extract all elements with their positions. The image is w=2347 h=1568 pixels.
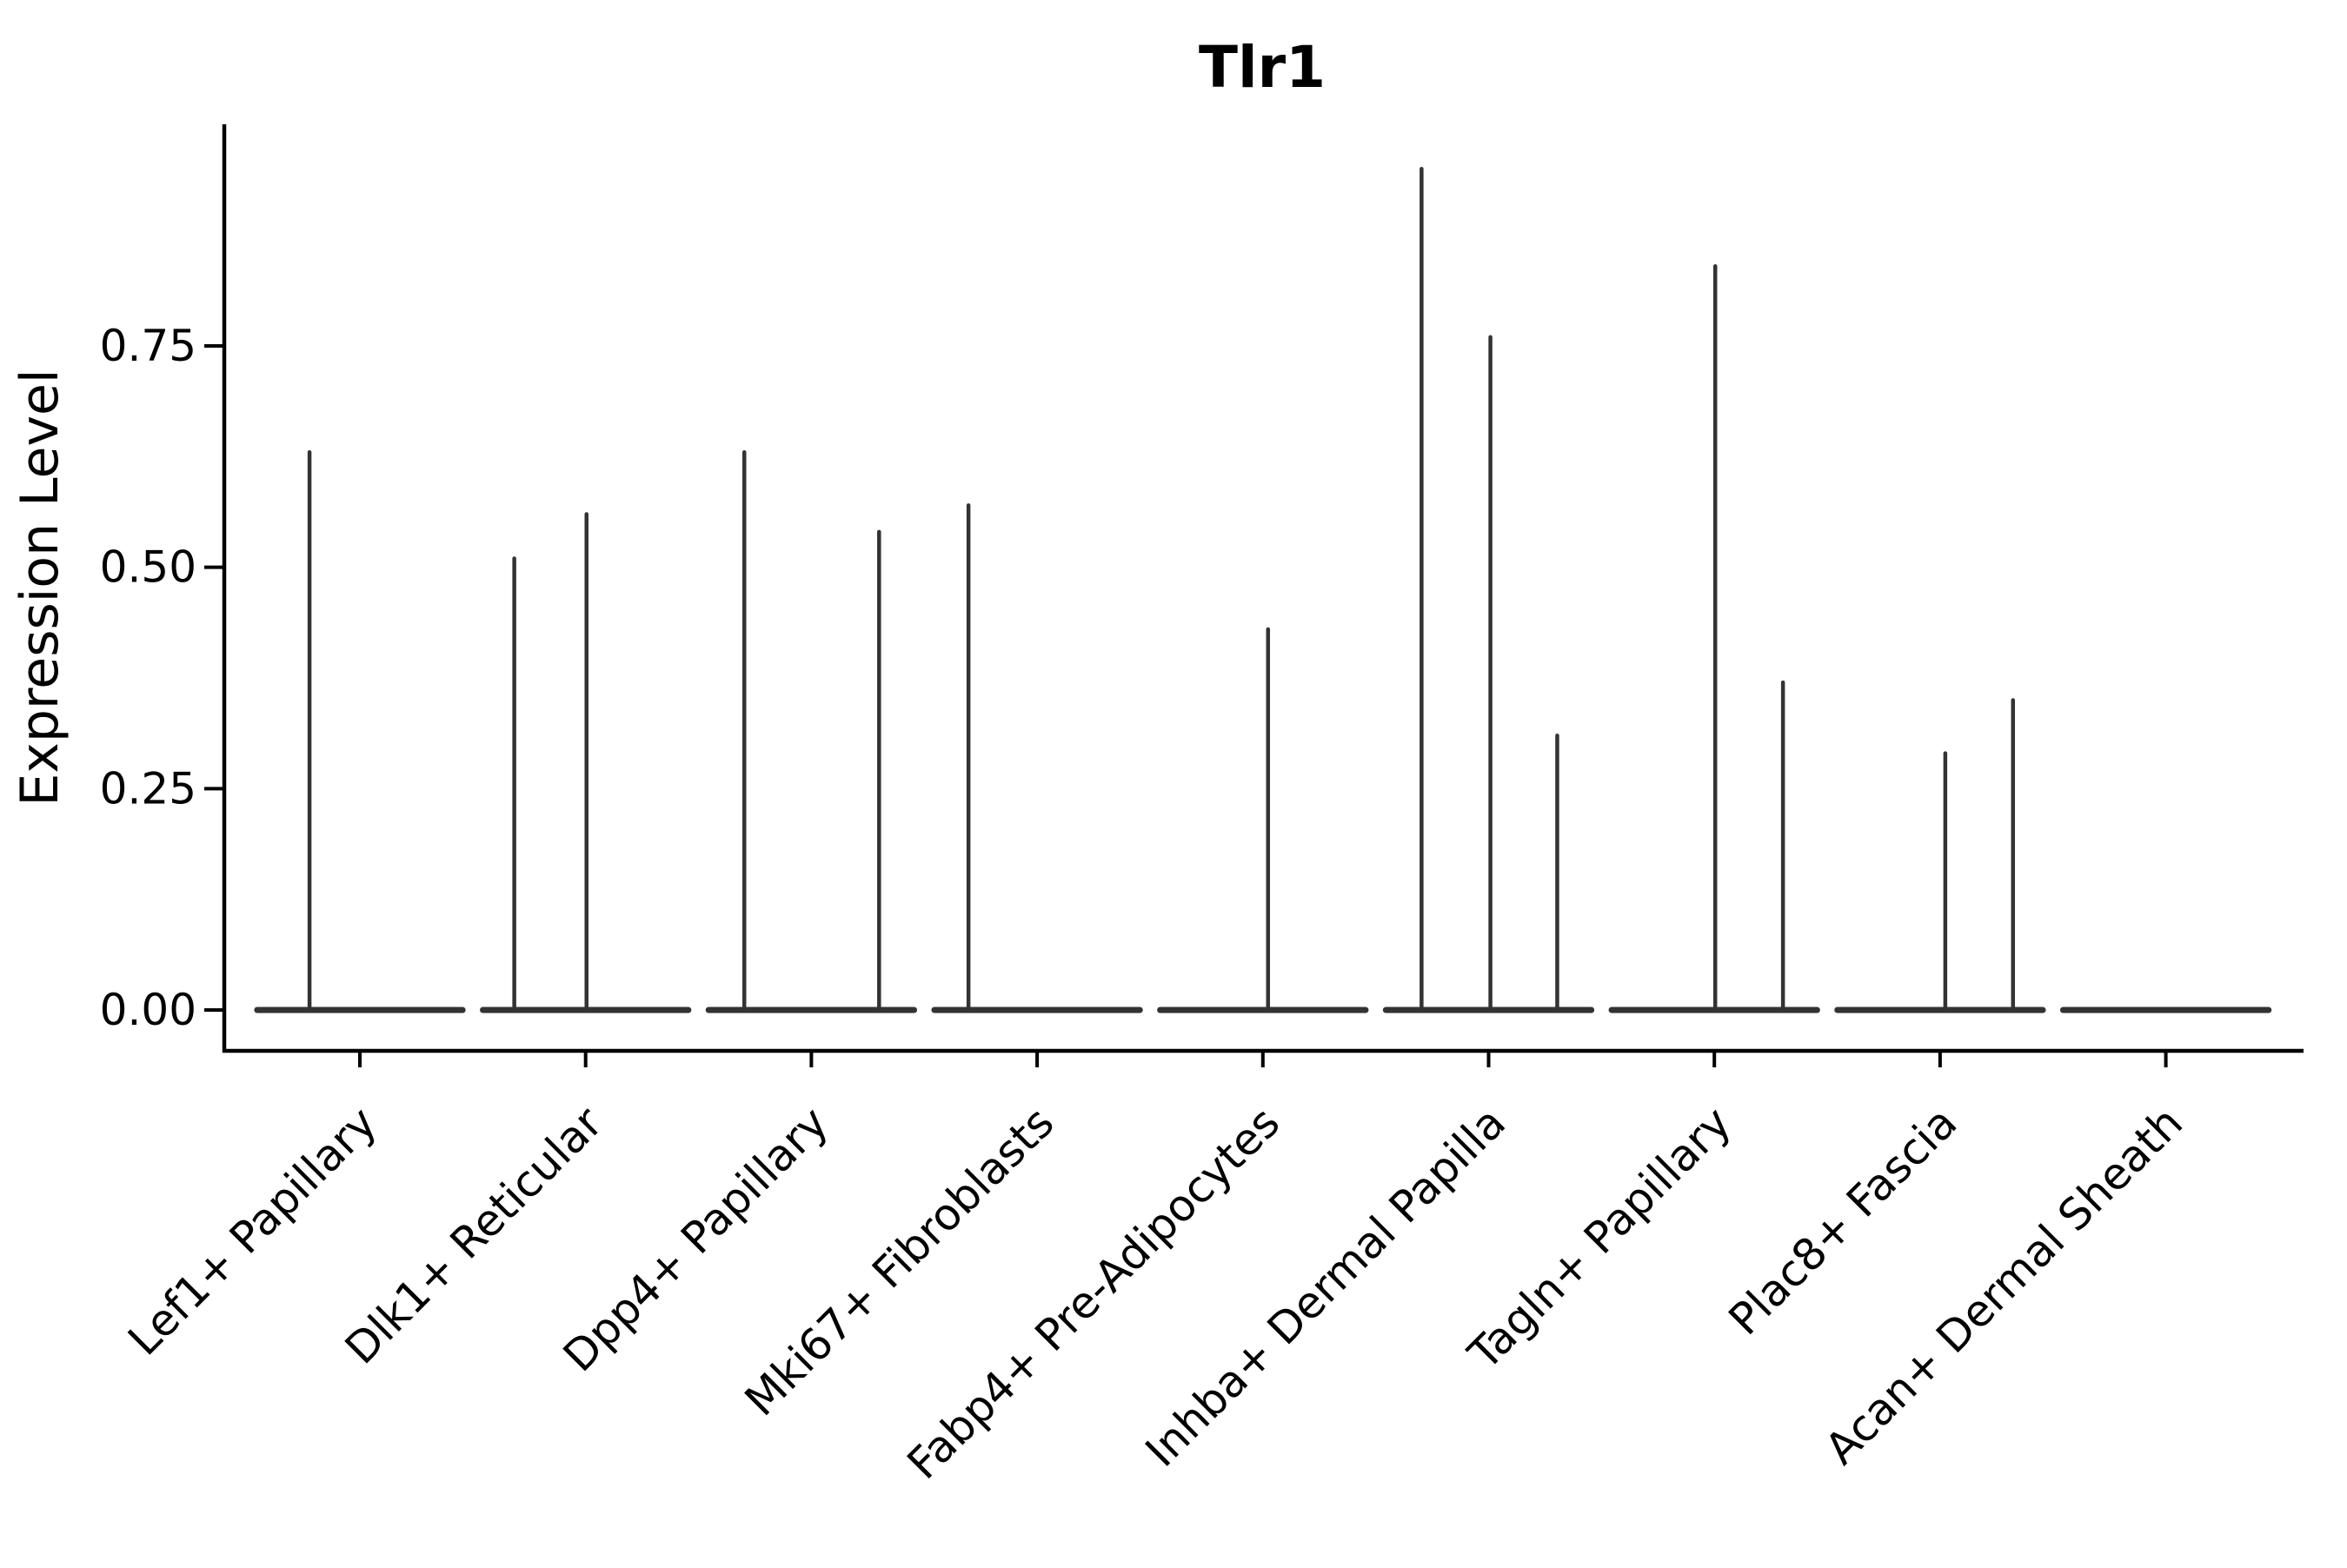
violin (705, 449, 918, 1013)
y-axis: 0.00 0.25 0.50 0.75 (100, 321, 224, 1035)
y-axis-label: Expression Level (10, 369, 70, 806)
y-tick-label: 0.25 (100, 763, 196, 814)
x-tick-label: Acan+ Dermal Sheath (1816, 1097, 2193, 1474)
x-tick-label: Lef1+ Papillary (118, 1097, 386, 1365)
violin (254, 449, 466, 1013)
violin (1834, 698, 2046, 1013)
violin (1157, 627, 1369, 1013)
violins-layer (254, 166, 2272, 1013)
x-tick-label: Inhba+ Dermal Papilla (1136, 1097, 1515, 1476)
violin (480, 512, 692, 1013)
violin (1382, 166, 1595, 1013)
x-tick-label: Plac8+ Fascia (1719, 1097, 1967, 1345)
violin (1608, 264, 1820, 1013)
y-tick-label: 0.50 (100, 542, 196, 593)
chart-title: Tlr1 (1199, 34, 1326, 101)
violin (931, 503, 1143, 1013)
y-tick-label: 0.00 (100, 985, 196, 1035)
x-tick-label: Fabp4+ Pre-Adipocytes (898, 1097, 1290, 1489)
y-tick-label: 0.75 (100, 321, 196, 371)
